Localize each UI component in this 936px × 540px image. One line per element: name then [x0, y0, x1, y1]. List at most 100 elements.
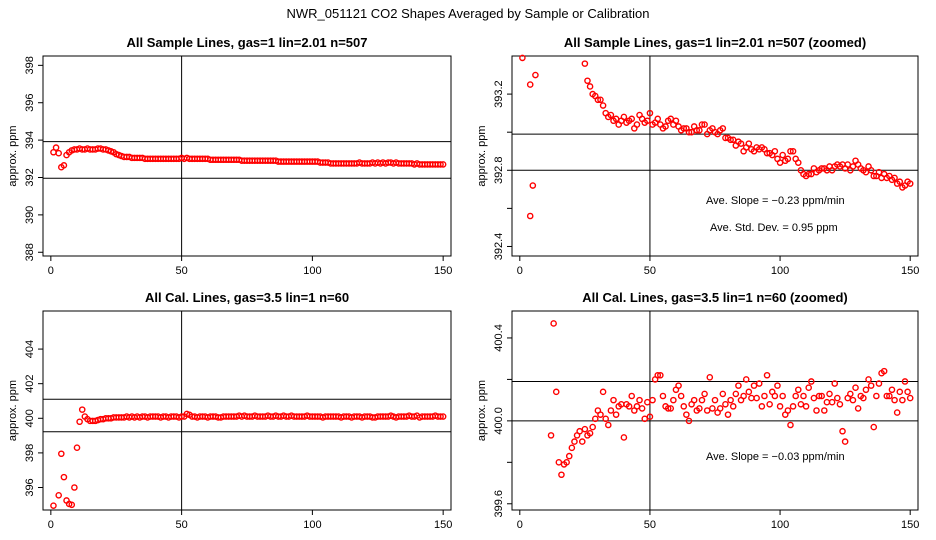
data-point — [685, 128, 693, 136]
x-tick-label: 100 — [303, 265, 321, 277]
data-point — [709, 405, 716, 412]
data-point — [73, 444, 81, 452]
data-point — [750, 382, 758, 389]
chart-title: All Cal. Lines, gas=3.5 lin=1 n=60 (zoom… — [582, 290, 848, 305]
y-axis-label: approx. ppm — [7, 125, 19, 186]
data-point — [526, 81, 534, 88]
data-point — [873, 392, 880, 400]
data-point — [794, 386, 802, 394]
data-point — [550, 320, 557, 327]
data-point — [883, 392, 891, 400]
data-point — [821, 407, 828, 414]
data-point — [891, 396, 898, 404]
data-point — [737, 140, 745, 147]
data-point — [591, 415, 599, 423]
data-point — [800, 392, 807, 400]
data-point — [636, 396, 643, 404]
x-tick-label: 100 — [771, 265, 789, 277]
data-point — [719, 390, 727, 398]
data-point — [745, 140, 753, 147]
data-point — [787, 147, 794, 155]
y-tick-label: 398 — [24, 444, 36, 462]
data-point — [792, 392, 799, 400]
data-point — [880, 367, 888, 375]
plots: All Sample Lines, gas=1 lin=2.01 n=507 ap… — [7, 35, 919, 531]
data-point — [565, 452, 573, 460]
data-point — [854, 405, 862, 412]
data-point — [896, 388, 904, 396]
data-point — [836, 400, 844, 408]
y-tick-label: 404 — [24, 340, 36, 358]
y-tick-label: 392 — [24, 168, 36, 186]
data-point — [727, 136, 734, 144]
data-point — [893, 409, 901, 416]
data-point — [807, 378, 815, 385]
y-axis-label: approx. ppm — [476, 380, 488, 441]
data-point — [888, 386, 896, 394]
data-point — [789, 147, 797, 155]
data-point — [633, 403, 641, 410]
data-point — [703, 407, 711, 414]
data-point — [552, 388, 560, 396]
data-point — [439, 413, 447, 420]
x-tick-label: 50 — [644, 265, 656, 277]
data-point — [594, 96, 602, 104]
x-tick-label: 0 — [48, 519, 54, 531]
data-point — [906, 394, 914, 402]
data-point — [901, 378, 909, 385]
y-axis-label: approx. ppm — [7, 380, 19, 441]
data-point — [784, 407, 792, 414]
data-point — [904, 388, 911, 396]
data-point — [690, 396, 698, 404]
data-point — [604, 421, 612, 429]
data-point — [78, 406, 86, 413]
data-point — [875, 380, 883, 387]
data-point — [896, 178, 904, 186]
data-point — [563, 459, 570, 466]
data-point — [776, 403, 784, 410]
data-point — [698, 121, 706, 128]
data-point — [724, 411, 732, 418]
data-point — [797, 400, 805, 408]
data-point — [729, 403, 737, 410]
figure-title: NWR_051121 CO2 Shapes Averaged by Sample… — [286, 6, 649, 21]
data-point — [685, 417, 693, 425]
chart-panel-3: All Cal. Lines, gas=3.5 lin=1 n=60 approx… — [7, 290, 452, 531]
data-point — [646, 413, 654, 421]
x-tick-label: 0 — [517, 265, 523, 277]
data-point — [586, 430, 594, 437]
y-tick-label: 388 — [24, 243, 36, 261]
x-tick-label: 50 — [644, 519, 656, 531]
data-point — [753, 394, 760, 402]
x-tick-label: 0 — [517, 519, 523, 531]
data-point — [625, 403, 633, 410]
data-point — [675, 382, 682, 389]
y-tick-label: 399.6 — [493, 490, 505, 518]
data-point — [644, 117, 651, 125]
data-point — [862, 386, 870, 394]
data-point — [519, 54, 526, 62]
plot-frame — [511, 55, 919, 257]
data-point — [779, 151, 786, 159]
data-point — [76, 418, 83, 426]
y-tick-label: 390 — [24, 206, 36, 224]
data-point — [784, 155, 792, 163]
y-tick-label: 394 — [24, 131, 36, 149]
data-point — [828, 398, 836, 406]
data-point — [589, 423, 596, 431]
data-point — [439, 161, 447, 168]
data-point — [774, 382, 781, 389]
data-point — [732, 390, 740, 398]
data-point — [755, 380, 763, 387]
data-point — [178, 413, 185, 420]
data-point — [706, 374, 714, 381]
data-point — [599, 388, 607, 396]
data-point — [620, 434, 628, 441]
data-point — [654, 371, 662, 379]
data-point — [815, 392, 823, 400]
data-point — [599, 102, 607, 109]
data-point — [891, 174, 898, 182]
data-point — [886, 392, 893, 400]
data-point — [586, 83, 594, 90]
data-point — [547, 432, 555, 439]
